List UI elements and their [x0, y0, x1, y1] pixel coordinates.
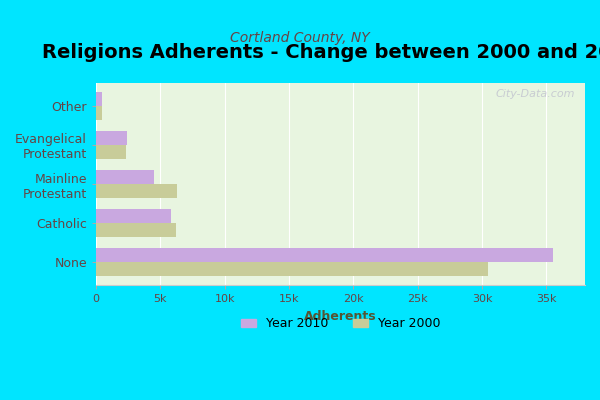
Bar	[96, 248, 553, 262]
Text: City-Data.com: City-Data.com	[496, 89, 575, 99]
Bar	[96, 210, 170, 223]
Title: Religions Adherents - Change between 2000 and 2010: Religions Adherents - Change between 200…	[42, 43, 600, 62]
Bar	[96, 223, 176, 237]
X-axis label: Adherents: Adherents	[304, 310, 377, 322]
Bar	[96, 92, 103, 106]
Bar	[96, 106, 101, 120]
Bar	[96, 145, 125, 159]
Bar	[96, 184, 177, 198]
Bar	[96, 262, 488, 276]
Bar	[96, 170, 154, 184]
Legend: Year 2010, Year 2000: Year 2010, Year 2000	[236, 312, 445, 335]
Text: Cortland County, NY: Cortland County, NY	[230, 31, 370, 45]
Bar	[96, 131, 127, 145]
